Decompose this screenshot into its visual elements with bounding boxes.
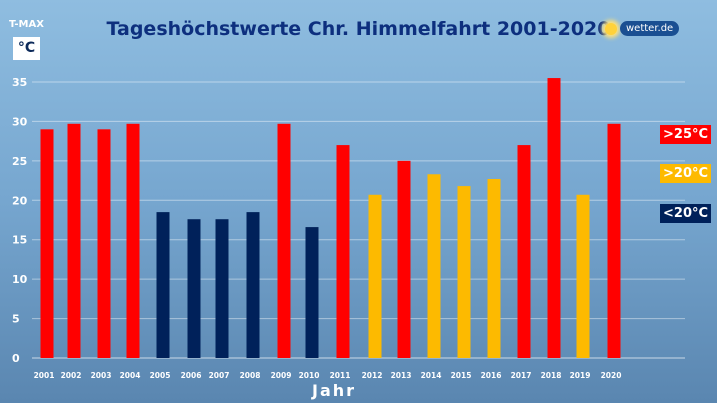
y-axis-unit: °C	[13, 37, 40, 60]
y-axis-label: T-MAX	[9, 19, 44, 30]
x-tick-label: 2002	[61, 371, 82, 380]
bar-2008	[246, 212, 260, 358]
bar-2007	[215, 219, 229, 358]
bar-2012	[368, 194, 382, 358]
x-tick-label: 2015	[451, 371, 472, 380]
bar-2002	[67, 123, 81, 359]
bar-2009	[277, 123, 291, 359]
bar-2010	[305, 227, 319, 358]
x-tick-label: 2006	[181, 371, 202, 380]
x-tick-label: 2016	[481, 371, 502, 380]
legend-over-25: >25°C	[660, 125, 712, 144]
x-tick-label: 2019	[570, 371, 591, 380]
y-tick-label: 0	[12, 352, 20, 365]
bar-2004	[126, 123, 140, 359]
logo-text: wetter.de	[620, 21, 680, 36]
bar-2014	[427, 174, 441, 358]
x-tick-label: 2009	[271, 371, 292, 380]
y-tick-label: 35	[12, 76, 27, 89]
bar-2011	[336, 145, 350, 358]
x-tick-label: 2020	[601, 371, 622, 380]
bar-2005	[156, 212, 170, 358]
bar-2013	[397, 160, 411, 358]
y-tick-label: 15	[12, 234, 27, 247]
x-tick-label: 2007	[209, 371, 230, 380]
chart-title: Tageshöchstwerte Chr. Himmelfahrt 2001-2…	[106, 18, 611, 40]
y-tick-label: 20	[12, 194, 28, 207]
bar-2018	[547, 78, 561, 359]
x-tick-label: 2014	[421, 371, 442, 380]
x-tick-label: 2003	[91, 371, 112, 380]
x-tick-label: 2004	[120, 371, 141, 380]
x-tick-label: 2018	[541, 371, 562, 380]
y-tick-label: 5	[12, 313, 20, 326]
y-tick-label: 25	[12, 155, 27, 168]
y-tick-label: 30	[12, 115, 28, 128]
x-tick-label: 2011	[330, 371, 351, 380]
bar-2006	[187, 219, 201, 358]
x-tick-label: 2017	[511, 371, 532, 380]
bar-2015	[457, 186, 471, 358]
x-tick-label: 2013	[391, 371, 412, 380]
x-tick-label: 2010	[299, 371, 320, 380]
bar-2003	[97, 129, 111, 358]
bar-2016	[487, 178, 501, 358]
y-tick-label: 10	[12, 273, 28, 286]
sun-icon	[605, 22, 617, 35]
x-axis-label: Jahr	[312, 381, 357, 400]
x-tick-label: 2001	[34, 371, 55, 380]
bar-2017	[517, 145, 531, 358]
x-tick-label: 2012	[362, 371, 383, 380]
legend-under-20: <20°C	[660, 204, 712, 223]
x-tick-label: 2005	[150, 371, 171, 380]
bar-2019	[576, 194, 590, 358]
x-tick-label: 2008	[240, 371, 261, 380]
bar-2020	[607, 123, 621, 359]
legend-over-20: >20°C	[660, 164, 712, 183]
bar-2001	[40, 129, 54, 358]
brand-logo: wetter.de	[605, 21, 680, 36]
